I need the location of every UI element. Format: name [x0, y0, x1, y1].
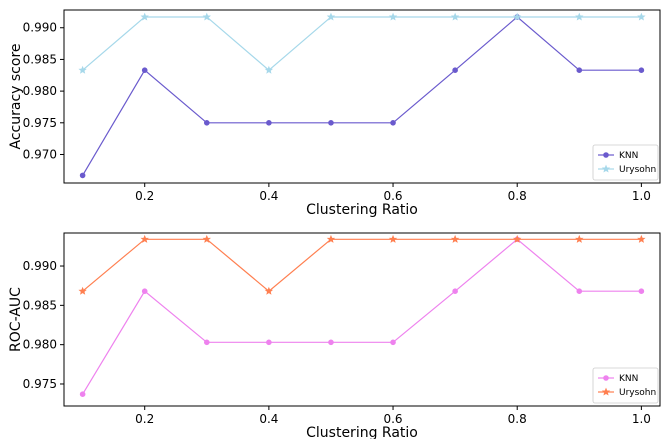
legend: KNN Urysohn: [592, 367, 659, 404]
legend-label-urysohn: Urysohn: [619, 165, 656, 175]
data-point-knn: [576, 288, 583, 294]
data-point-urysohn: [450, 234, 460, 243]
data-point-urysohn: [575, 234, 584, 243]
y-tick-label: 0.990: [23, 21, 57, 35]
x-tick-label: 0.4: [259, 412, 278, 426]
data-point-urysohn: [637, 234, 646, 243]
legend-swatch-marker: [603, 152, 609, 158]
y-axis-label: ROC-AUC: [8, 287, 24, 352]
legend-label-urysohn: Urysohn: [619, 388, 656, 398]
x-tick-label: 0.8: [508, 189, 527, 203]
x-tick-label: 0.2: [135, 189, 154, 203]
plot-frame: [63, 9, 661, 184]
series-line-urysohn: [82, 238, 642, 292]
x-tick-label: 0.6: [383, 412, 402, 426]
data-point-urysohn: [78, 286, 87, 295]
data-point-knn: [390, 339, 396, 346]
series-line-urysohn: [82, 16, 642, 71]
data-point-urysohn: [78, 65, 87, 74]
legend-box: [592, 367, 659, 404]
series-line-knn: [82, 16, 642, 176]
data-point-urysohn: [388, 234, 398, 243]
legend-swatch-marker: [601, 387, 611, 396]
data-point-knn: [266, 119, 272, 126]
data-point-urysohn: [513, 12, 522, 21]
data-point-urysohn: [202, 234, 211, 243]
x-axis-label: Clustering Ratio: [306, 202, 418, 218]
data-point-urysohn: [264, 286, 274, 295]
y-tick-label: 0.975: [23, 377, 57, 391]
data-point-knn: [452, 67, 458, 74]
data-point-knn: [328, 119, 334, 126]
y-tick-label: 0.975: [23, 116, 57, 130]
x-tick-label: 0.4: [259, 189, 278, 203]
data-point-urysohn: [513, 234, 522, 243]
data-point-urysohn: [264, 65, 274, 74]
legend-swatch-marker: [603, 375, 609, 381]
y-tick-label: 0.980: [23, 338, 57, 352]
data-point-knn: [79, 391, 86, 398]
data-point-urysohn: [202, 12, 211, 21]
legend: KNN Urysohn: [592, 144, 659, 181]
x-tick-label: 0.6: [383, 189, 402, 203]
data-point-knn: [141, 288, 148, 294]
y-tick-label: 0.985: [23, 298, 57, 312]
data-point-urysohn: [140, 12, 149, 21]
x-tick-label: 1.0: [632, 412, 651, 426]
y-axis-label: Accuracy score: [8, 44, 24, 150]
data-point-knn: [79, 172, 86, 179]
data-point-urysohn: [575, 12, 584, 21]
chart-panel-1: 0.2 0.4 0.6 0.8 1.0 0.970 0.975 0.980 0.985 0.990…: [8, 9, 661, 218]
data-point-knn: [638, 288, 645, 294]
legend-label-knn: KNN: [619, 374, 638, 384]
data-point-knn: [328, 339, 334, 346]
legend-box: [592, 144, 659, 181]
chart-panel-2: 0.2 0.4 0.6 0.8 1.0 0.975 0.980 0.985 0.990 Clust…: [8, 232, 661, 439]
data-point-knn: [203, 119, 210, 126]
data-point-urysohn: [637, 12, 646, 21]
x-tick-label: 1.0: [632, 189, 651, 203]
data-point-knn: [638, 67, 645, 74]
x-tick-label: 0.8: [508, 412, 527, 426]
data-point-knn: [266, 339, 272, 346]
data-point-urysohn: [450, 12, 460, 21]
series-line-knn: [82, 238, 642, 395]
data-point-urysohn: [326, 234, 336, 243]
plot-frame: [63, 232, 661, 407]
x-tick-label: 0.2: [135, 412, 154, 426]
data-point-knn: [141, 67, 148, 74]
data-point-urysohn: [140, 234, 149, 243]
data-point-knn: [576, 67, 583, 74]
y-tick-label: 0.970: [23, 147, 57, 161]
data-point-knn: [452, 288, 458, 294]
x-axis-label: Clustering Ratio: [306, 425, 418, 439]
y-tick-label: 0.980: [23, 84, 57, 98]
y-tick-label: 0.985: [23, 52, 57, 66]
legend-label-knn: KNN: [619, 151, 638, 161]
data-point-knn: [390, 119, 396, 126]
legend-swatch-marker: [601, 164, 611, 173]
data-point-knn: [203, 339, 210, 346]
data-point-urysohn: [388, 12, 398, 21]
data-point-urysohn: [326, 12, 336, 21]
y-tick-label: 0.990: [23, 259, 57, 273]
